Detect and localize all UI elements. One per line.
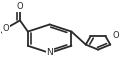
Text: N: N bbox=[46, 48, 53, 57]
Text: O: O bbox=[17, 2, 23, 11]
Text: O: O bbox=[112, 31, 119, 40]
Text: O: O bbox=[2, 24, 9, 33]
